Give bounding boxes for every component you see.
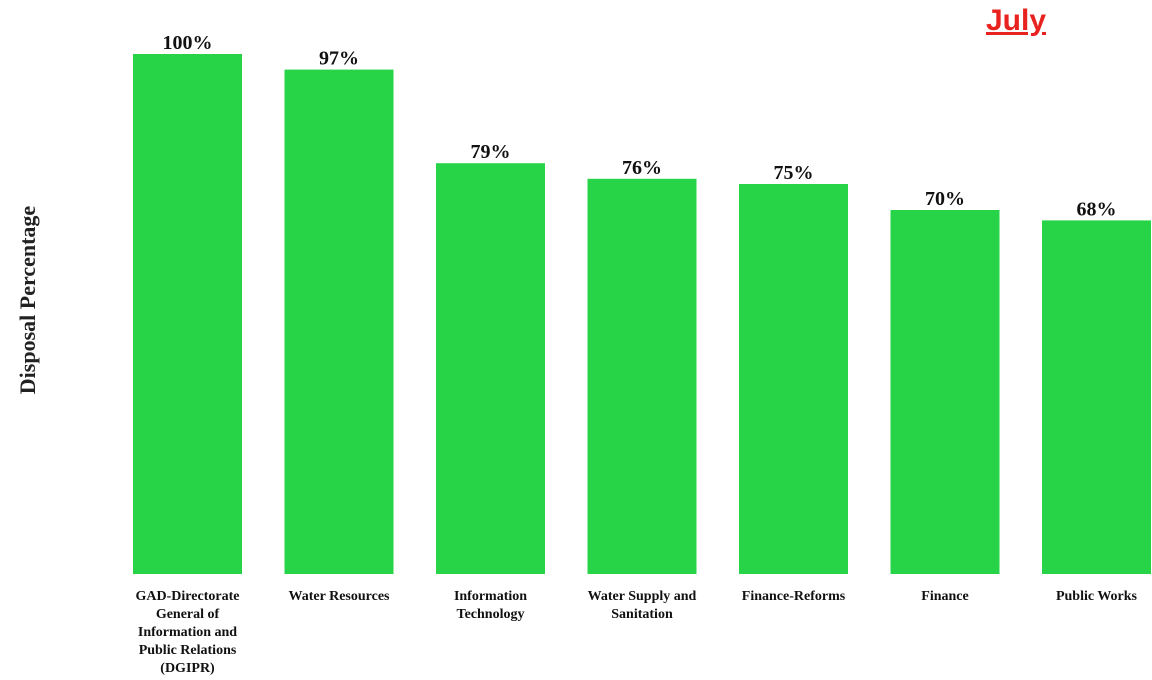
data-label-0: 100%	[163, 32, 213, 54]
category-label-2: Information Technology	[454, 589, 527, 622]
data-label-3: 76%	[622, 157, 662, 179]
category-label-5: Finance	[921, 589, 968, 604]
data-label-4: 75%	[774, 162, 814, 184]
category-label-3: Water Supply and Sanitation	[588, 589, 697, 622]
category-label-4: Finance-Reforms	[742, 589, 846, 604]
bar-0	[133, 54, 242, 574]
data-label-2: 79%	[471, 141, 511, 163]
bar-5	[890, 210, 1000, 574]
bar-2	[436, 163, 545, 574]
bar-6	[1042, 220, 1151, 574]
category-label-6: Public Works	[1056, 589, 1138, 604]
category-label-0: GAD-Directorate General of Information and…	[136, 589, 240, 676]
month-label: July	[986, 4, 1047, 37]
data-label-1: 97%	[319, 48, 359, 70]
bar-3	[587, 178, 697, 575]
data-label-6: 68%	[1077, 198, 1117, 220]
category-label-1: Water Resources	[289, 589, 391, 604]
bar-1	[284, 69, 394, 574]
bar-4	[739, 184, 848, 574]
data-label-5: 70%	[925, 188, 965, 210]
